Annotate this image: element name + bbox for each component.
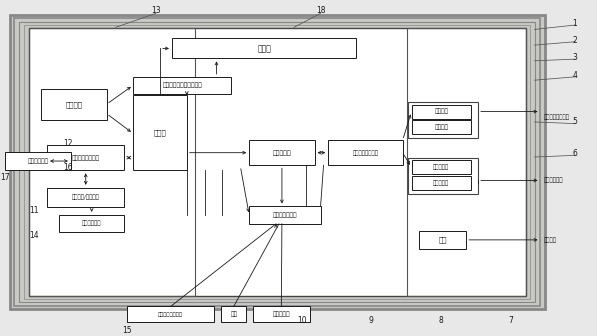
Bar <box>328 140 402 165</box>
Bar <box>411 176 471 191</box>
Text: 6: 6 <box>573 149 577 158</box>
Text: 14: 14 <box>29 231 39 240</box>
Text: 电源接口: 电源接口 <box>543 238 556 243</box>
Text: 12: 12 <box>63 139 73 148</box>
Text: 1: 1 <box>573 19 577 28</box>
Bar <box>172 38 356 58</box>
Bar <box>47 188 124 207</box>
Text: 指纹采集综啈键盘: 指纹采集综啈键盘 <box>158 312 183 317</box>
Bar <box>411 160 471 174</box>
Text: 电源: 电源 <box>438 237 447 243</box>
Text: 管理系: 管理系 <box>153 129 167 136</box>
Bar <box>411 104 471 119</box>
Text: 9: 9 <box>369 316 374 325</box>
Text: 备备电器: 备备电器 <box>65 101 82 108</box>
Text: 显示屏: 显示屏 <box>257 44 271 53</box>
Text: 18: 18 <box>316 6 325 15</box>
Bar <box>249 140 315 165</box>
Bar <box>5 152 71 170</box>
Text: 17: 17 <box>1 173 10 181</box>
Text: 7: 7 <box>509 316 513 325</box>
Bar <box>221 306 246 323</box>
Bar <box>133 77 232 93</box>
Bar <box>133 95 187 170</box>
Bar <box>418 230 466 249</box>
Bar <box>19 22 535 302</box>
Text: 8: 8 <box>439 316 444 325</box>
Text: 卫星定位系统模块: 卫星定位系统模块 <box>72 155 100 161</box>
Text: 4: 4 <box>573 71 577 80</box>
Bar <box>127 306 214 323</box>
Text: 北斗卡星天线: 北斗卡星天线 <box>27 158 49 164</box>
Bar <box>59 215 124 232</box>
Bar <box>408 158 478 194</box>
Text: 15: 15 <box>122 326 132 335</box>
Text: 涉密主机: 涉密主机 <box>434 109 448 114</box>
Text: 10: 10 <box>297 316 306 325</box>
Text: 信息存储模块: 信息存储模块 <box>82 221 101 226</box>
Text: 5: 5 <box>573 118 577 126</box>
Text: 11: 11 <box>29 206 39 215</box>
Text: 非涉密主机: 非涉密主机 <box>433 165 450 170</box>
Text: 麦标: 麦标 <box>230 311 237 317</box>
Text: 视频采集器: 视频采集器 <box>273 311 290 317</box>
Text: 13: 13 <box>151 6 161 15</box>
Text: 非涉密硬盘: 非涉密硬盘 <box>433 181 450 186</box>
Text: 信息加密/解密模块: 信息加密/解密模块 <box>72 195 100 200</box>
Text: 单网信息转化元器: 单网信息转化元器 <box>352 150 378 156</box>
Text: 信息控制器: 信息控制器 <box>273 150 291 156</box>
Bar <box>29 29 195 296</box>
Text: 3: 3 <box>573 53 577 62</box>
Text: 涉密硬盘: 涉密硬盘 <box>434 125 448 130</box>
Bar <box>408 101 478 138</box>
Text: 内网专用音标接口: 内网专用音标接口 <box>543 115 570 120</box>
Bar <box>14 18 540 306</box>
Text: 内网专用接口: 内网专用接口 <box>543 178 563 183</box>
Bar <box>253 306 310 323</box>
Bar <box>24 25 530 299</box>
Bar <box>407 29 526 296</box>
Text: 复制输出分配器: 复制输出分配器 <box>273 212 297 218</box>
Bar <box>41 88 106 120</box>
Bar <box>10 15 544 309</box>
Text: 2: 2 <box>573 36 577 45</box>
Bar <box>249 206 321 224</box>
Bar <box>411 120 471 134</box>
Bar <box>29 29 526 296</box>
Text: 16: 16 <box>63 163 73 172</box>
Text: 防事故驱动自救系统模块: 防事故驱动自救系统模块 <box>162 82 202 88</box>
Bar <box>47 145 124 170</box>
